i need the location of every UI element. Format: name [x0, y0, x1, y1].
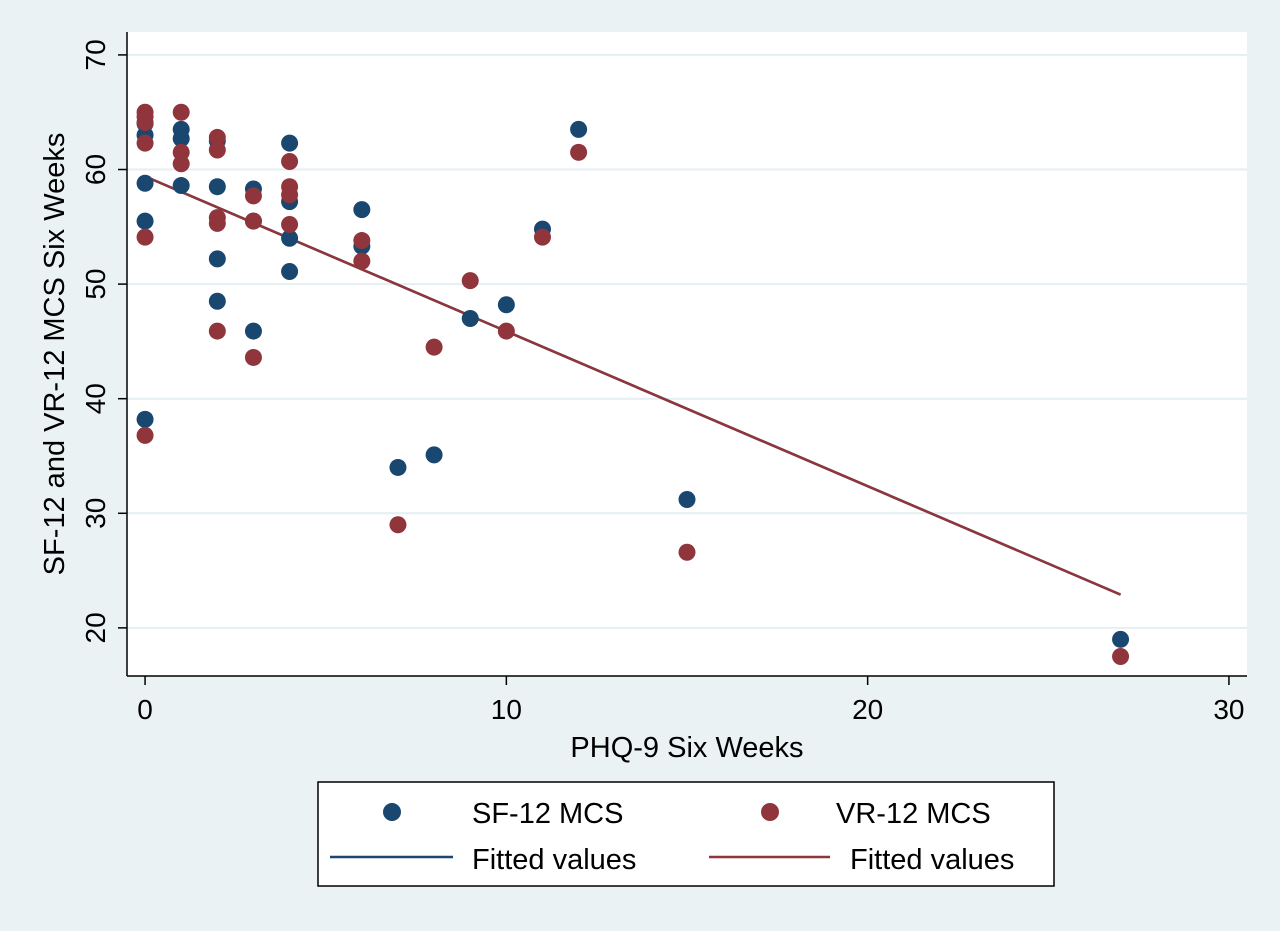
point-vr12-20: [281, 216, 299, 234]
x-axis-title: PHQ-9 Six Weeks: [570, 732, 803, 764]
point-sf12-2: [136, 174, 154, 192]
point-vr12-10: [208, 141, 226, 159]
point-vr12-5: [136, 426, 154, 444]
point-vr12-9: [208, 128, 226, 146]
legend-label-sf12: SF-12 MCS: [472, 798, 623, 830]
point-vr12-27: [533, 228, 551, 246]
legend-box: [317, 781, 1055, 887]
point-vr12-29: [678, 543, 696, 561]
point-vr12-2: [136, 114, 154, 132]
data-points: [136, 103, 1130, 666]
point-vr12-6: [172, 103, 190, 121]
point-vr12-19: [281, 186, 299, 204]
point-vr12-23: [389, 516, 407, 534]
y-tick-label-40: 40: [80, 383, 111, 414]
point-sf12-4: [136, 410, 154, 428]
fitted-line-3: [144, 175, 1122, 596]
point-sf12-19: [353, 201, 371, 219]
y-tick-label-70: 70: [80, 39, 111, 70]
y-tick-label-50: 50: [80, 269, 111, 300]
point-vr12-14: [244, 187, 262, 205]
point-vr12-28: [570, 143, 588, 161]
y-tick-label-20: 20: [80, 612, 111, 643]
point-vr12-16: [244, 348, 262, 366]
legend-marker-sf12: [383, 803, 401, 821]
point-sf12-11: [208, 292, 226, 310]
point-sf12-9: [208, 178, 226, 196]
y-tick-label-60: 60: [80, 154, 111, 185]
point-sf12-7: [172, 177, 190, 195]
gridlines: [127, 53, 1247, 629]
legend-label-vr12-fit: Fitted values: [850, 844, 1014, 876]
point-sf12-3: [136, 212, 154, 230]
fitted-lines: [144, 175, 1122, 596]
point-sf12-21: [389, 458, 407, 476]
point-sf12-26: [570, 120, 588, 138]
point-sf12-23: [461, 309, 479, 327]
point-sf12-17: [281, 229, 299, 247]
point-vr12-3: [136, 134, 154, 152]
point-vr12-24: [425, 338, 443, 356]
point-sf12-24: [497, 296, 515, 314]
point-vr12-22: [353, 252, 371, 270]
y-tick-label-30: 30: [80, 498, 111, 529]
point-sf12-6: [172, 130, 190, 148]
point-sf12-28: [1112, 630, 1130, 648]
legend-marker-vr12: [761, 803, 779, 821]
point-sf12-27: [678, 491, 696, 509]
point-vr12-21: [353, 232, 371, 250]
legend-label-vr12: VR-12 MCS: [836, 798, 991, 830]
x-tick-label-10: 10: [491, 694, 522, 725]
plot-area: [127, 32, 1247, 676]
point-vr12-30: [1112, 648, 1130, 666]
point-vr12-15: [244, 212, 262, 230]
legend-label-sf12-fit: Fitted values: [472, 844, 636, 876]
x-tick-label-30: 30: [1213, 694, 1244, 725]
x-tick-label-0: 0: [137, 694, 153, 725]
point-sf12-15: [281, 134, 299, 152]
point-vr12-17: [281, 152, 299, 170]
point-vr12-4: [136, 228, 154, 246]
legend: SF-12 MCS VR-12 MCS Fitted values Fitted…: [317, 781, 1055, 887]
point-vr12-12: [208, 214, 226, 232]
x-tick-label-20: 20: [852, 694, 883, 725]
point-vr12-25: [461, 272, 479, 290]
point-vr12-13: [208, 322, 226, 340]
axes: 20 30 40 50 60 70 0 10 20 30: [80, 32, 1247, 725]
y-axis-title: SF-12 and VR-12 MCS Six Weeks: [39, 133, 71, 576]
point-sf12-18: [281, 262, 299, 280]
point-sf12-22: [425, 446, 443, 464]
point-sf12-10: [208, 250, 226, 268]
point-vr12-8: [172, 155, 190, 173]
point-vr12-26: [497, 322, 515, 340]
point-sf12-14: [244, 322, 262, 340]
